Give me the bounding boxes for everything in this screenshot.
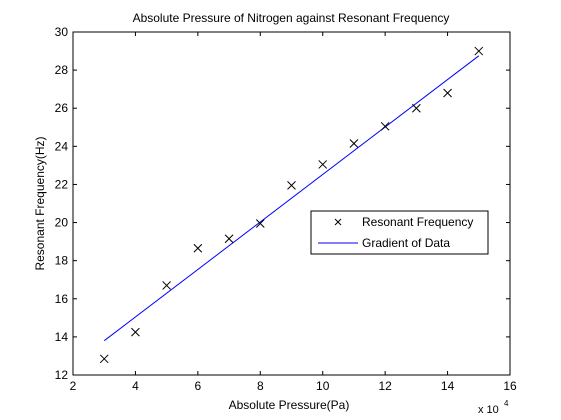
x-tick-label: 10 <box>316 379 330 393</box>
x-multiplier-base: x 10 <box>478 404 499 416</box>
plot-area <box>73 32 510 375</box>
legend-label-gradient-of-data: Gradient of Data <box>362 236 450 250</box>
x-tick-label: 8 <box>257 379 264 393</box>
x-axis-label: Absolute Pressure(Pa) <box>229 398 350 412</box>
y-tick-label: 24 <box>55 139 69 153</box>
x-tick-label: 6 <box>195 379 202 393</box>
y-axis-label: Resonant Frequency(Hz) <box>33 136 47 270</box>
x-tick-label: 4 <box>132 379 139 393</box>
x-multiplier-exponent: 4 <box>504 399 509 408</box>
y-tick-label: 16 <box>55 292 69 306</box>
y-tick-label: 12 <box>55 368 69 382</box>
legend-label-resonant-frequency: Resonant Frequency <box>362 215 473 229</box>
y-tick-label: 18 <box>55 254 69 268</box>
x-tick-label: 12 <box>378 379 392 393</box>
legend: Resonant Frequency Gradient of Data <box>311 211 488 254</box>
y-tick-label: 28 <box>55 63 69 77</box>
y-tick-label: 22 <box>55 177 69 191</box>
y-tick-label: 20 <box>55 216 69 230</box>
y-tick-label: 14 <box>55 330 69 344</box>
y-tick-label: 26 <box>55 101 69 115</box>
x-tick-label: 2 <box>70 379 77 393</box>
x-tick-label: 16 <box>503 379 517 393</box>
x-tick-label: 14 <box>441 379 455 393</box>
y-tick-label: 30 <box>55 25 69 39</box>
chart-title: Absolute Pressure of Nitrogen against Re… <box>133 11 450 25</box>
